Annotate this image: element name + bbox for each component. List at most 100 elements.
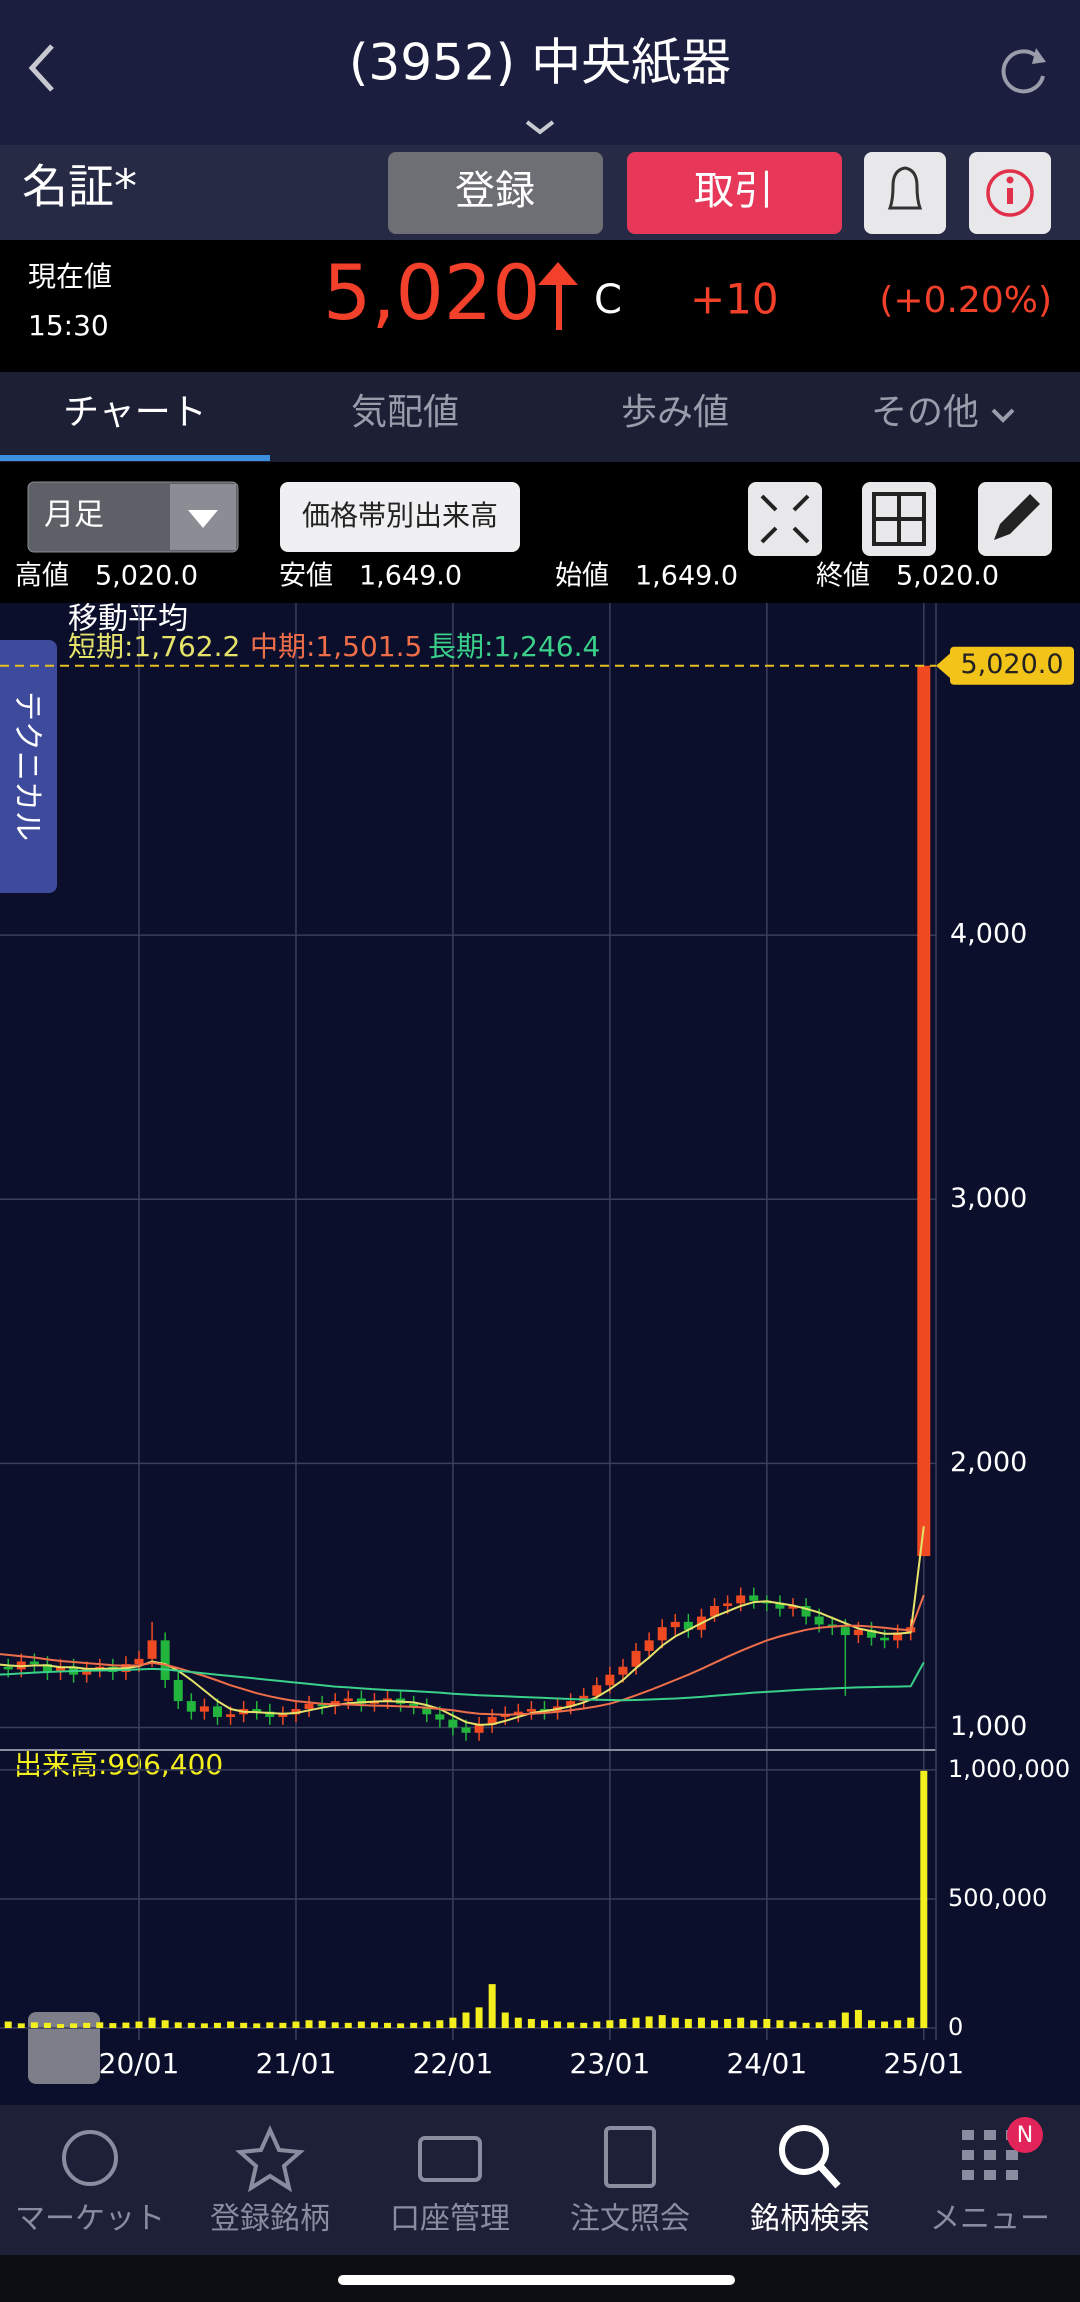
nav-label[interactable]: マーケット (15, 2202, 165, 2237)
volume-bar (671, 2017, 679, 2028)
register-button[interactable] (388, 152, 603, 234)
volume-bar (632, 2017, 640, 2028)
candle-body (409, 1703, 419, 1707)
last-price-label: 5,020.0 (960, 649, 1063, 680)
volume-bar (96, 2022, 104, 2028)
trade-label[interactable]: 取引 (694, 168, 774, 214)
volume-bar (475, 2007, 483, 2028)
candle-body (278, 1714, 288, 1717)
reload-button[interactable] (1001, 49, 1045, 94)
side-tab[interactable] (0, 640, 57, 893)
x-tick-label: 24/01 (726, 2047, 807, 2080)
nav-label[interactable]: 銘柄検索 (750, 2202, 870, 2237)
nav-icon (235, 2125, 305, 2193)
volume-bar (344, 2022, 352, 2028)
candle-body (618, 1666, 628, 1675)
candle-body (710, 1606, 720, 1617)
nav-label[interactable]: 注文照会 (570, 2202, 690, 2237)
volume-bar (213, 2022, 221, 2028)
tab[interactable]: 気配値 (351, 392, 459, 433)
volume-bar (161, 2020, 169, 2028)
nav-bg (0, 2105, 1080, 2255)
fullscreen-button[interactable] (748, 482, 822, 556)
candle-body (814, 1616, 824, 1625)
side-tab-label[interactable]: テクニカル (10, 691, 45, 841)
candle-body (736, 1595, 746, 1604)
ohlc-label: 始値 (555, 561, 609, 592)
volume-bar (240, 2022, 248, 2028)
volume-bar (462, 2012, 470, 2028)
ohlc-label: 終値 (816, 561, 870, 592)
candle-body (657, 1627, 667, 1641)
ohlc-value: 1,649.0 (635, 561, 738, 592)
candle-body (422, 1706, 432, 1715)
quote-bg (0, 240, 1080, 372)
candle-body (853, 1629, 863, 1636)
candle-body (917, 665, 931, 1557)
candle-body (487, 1716, 497, 1725)
tab[interactable]: チャート (63, 392, 207, 433)
volume-bar (187, 2022, 195, 2028)
candle-body (631, 1650, 641, 1667)
nav-icon (984, 2130, 996, 2140)
bell-icon (887, 166, 923, 210)
nav-icon (817, 2163, 841, 2189)
candle-body (134, 1658, 144, 1665)
volume-by-price-button[interactable] (280, 482, 520, 552)
volume-bar (30, 2022, 38, 2028)
nav-label[interactable]: 登録銘柄 (210, 2202, 330, 2237)
volume-bar (43, 2022, 51, 2028)
legend-entry: 短期:1,762.2 (68, 630, 240, 663)
tabs-bg (0, 372, 1080, 462)
volume-bar (684, 2018, 692, 2028)
register-label[interactable]: 登録 (455, 168, 535, 214)
candle-body (82, 1669, 92, 1675)
period-label[interactable]: 月足 (44, 498, 104, 533)
volume-bar (593, 2021, 601, 2028)
expand-chevron[interactable] (525, 120, 555, 135)
y-tick-label: 3,000 (950, 1183, 1027, 1214)
alert-button[interactable] (864, 152, 946, 234)
ma-title: 移動平均 (68, 602, 188, 637)
candle-body (801, 1606, 811, 1617)
trade-button[interactable] (627, 152, 842, 234)
volume-tick-label: 500,000 (948, 1884, 1047, 1912)
x-tick-label: 20/01 (99, 2047, 180, 2080)
candle-body (683, 1621, 693, 1630)
volume-bar (711, 2020, 719, 2028)
fullscreen-icon (760, 494, 810, 544)
nav-badge-label: N (1017, 2123, 1033, 2148)
candle-body (579, 1695, 589, 1702)
candle-body (893, 1632, 903, 1641)
volume-bar (384, 2022, 392, 2028)
volume-by-price-label[interactable]: 価格帯別出来高 (302, 499, 498, 532)
candle-body (147, 1640, 157, 1659)
nav-label[interactable]: メニュー (930, 2202, 1050, 2237)
volume-bar (606, 2020, 614, 2028)
volume-bar (619, 2018, 627, 2028)
volume-bar (514, 2017, 522, 2028)
volume-bar (318, 2020, 326, 2028)
volume-bar (410, 2022, 418, 2028)
volume-bar (135, 2021, 143, 2028)
volume-bar (527, 2018, 535, 2028)
volume-bar (227, 2021, 235, 2028)
candle-body (435, 1714, 445, 1720)
candle-body (304, 1703, 314, 1710)
nav-label[interactable]: 口座管理 (390, 2202, 510, 2237)
moving-average-line (0, 1661, 925, 1702)
volume-bar (920, 1770, 928, 2028)
tab[interactable]: その他 (871, 392, 979, 433)
candle-body (866, 1629, 876, 1638)
info-icon-dot (1006, 176, 1014, 184)
reset-zoom-button[interactable] (28, 2012, 100, 2084)
tab[interactable]: 歩み値 (621, 392, 729, 433)
ohlc-label: 安値 (279, 561, 333, 592)
back-button[interactable] (28, 44, 54, 92)
ohlc-value: 5,020.0 (95, 561, 198, 592)
active-tab-underline (0, 455, 270, 461)
volume-bar (697, 2017, 705, 2028)
volume-bar (423, 2021, 431, 2028)
y-tick-label: 4,000 (950, 919, 1027, 950)
